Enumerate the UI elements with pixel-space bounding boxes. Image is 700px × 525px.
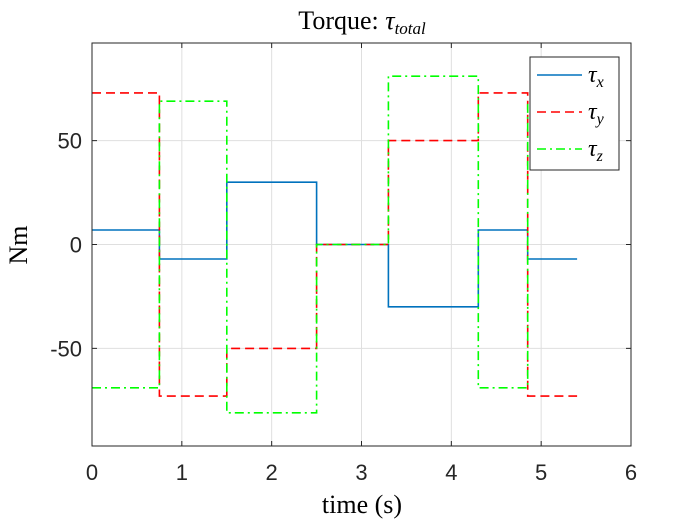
legend: τx τy τz bbox=[529, 56, 620, 171]
x-tick-label: 4 bbox=[445, 460, 457, 485]
y-axis-label: Nm bbox=[4, 226, 33, 265]
y-tick-label: 0 bbox=[70, 233, 82, 258]
series-line-tau-z bbox=[92, 75, 529, 414]
x-tick-label: 5 bbox=[535, 460, 547, 485]
x-tick-label: 3 bbox=[355, 460, 367, 485]
x-tick-label: 0 bbox=[86, 460, 98, 485]
y-tick-label: -50 bbox=[50, 336, 82, 361]
legend-label-tau-z: τz bbox=[588, 136, 604, 165]
legend-box bbox=[529, 56, 620, 171]
x-axis-label: time (s) bbox=[322, 490, 402, 519]
x-tick-label: 6 bbox=[625, 460, 637, 485]
x-tick-label: 2 bbox=[266, 460, 278, 485]
x-tick-label: 1 bbox=[176, 460, 188, 485]
legend-label-tau-y: τy bbox=[588, 99, 605, 128]
chart-title: Torque: τtotal bbox=[298, 6, 426, 38]
series-lines bbox=[92, 75, 578, 414]
legend-label-tau-x: τx bbox=[588, 62, 604, 91]
axis-ticks: 0 1 2 3 4 5 6 -50 0 50 bbox=[50, 43, 637, 485]
y-tick-label: 50 bbox=[58, 129, 82, 154]
